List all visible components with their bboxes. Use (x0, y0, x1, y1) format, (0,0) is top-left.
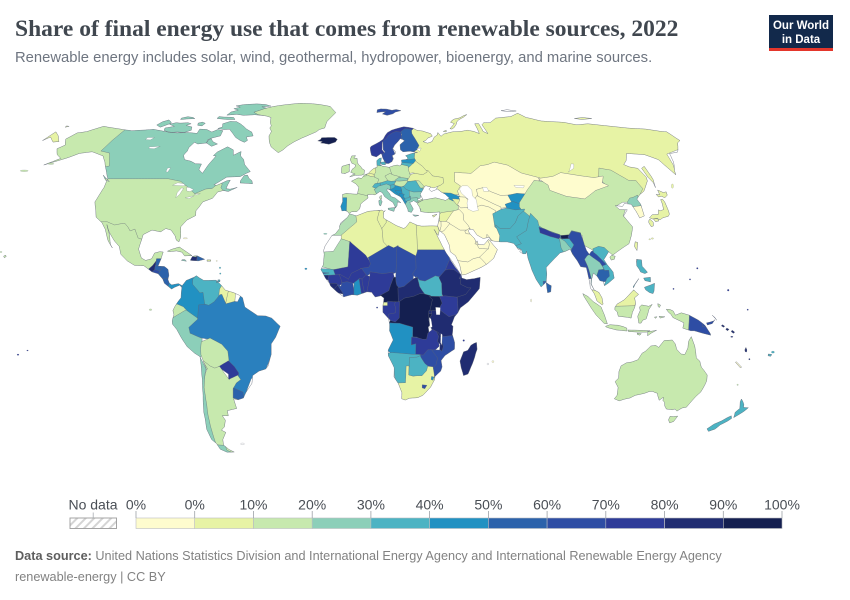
svg-text:90%: 90% (709, 497, 737, 513)
svg-text:100%: 100% (764, 497, 800, 513)
svg-text:No data: No data (68, 497, 117, 513)
svg-text:50%: 50% (474, 497, 502, 513)
svg-text:0%: 0% (185, 497, 205, 513)
svg-text:10%: 10% (239, 497, 267, 513)
svg-text:80%: 80% (651, 497, 679, 513)
svg-text:0%: 0% (126, 497, 146, 513)
svg-text:20%: 20% (298, 497, 326, 513)
svg-text:30%: 30% (357, 497, 385, 513)
svg-text:40%: 40% (416, 497, 444, 513)
svg-text:60%: 60% (533, 497, 561, 513)
svg-text:70%: 70% (592, 497, 620, 513)
